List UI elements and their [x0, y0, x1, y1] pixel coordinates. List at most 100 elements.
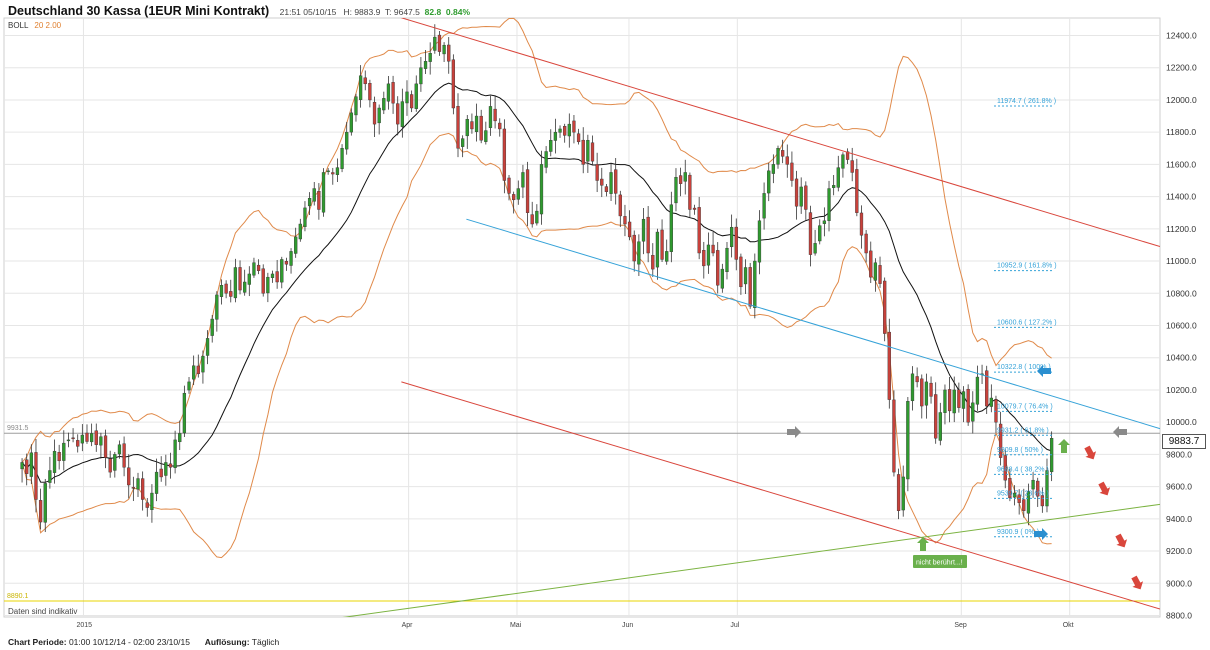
candle — [934, 382, 938, 444]
candle-body — [516, 188, 520, 200]
candle — [864, 230, 868, 263]
candle-body — [985, 370, 989, 407]
timestamp: 21:51 05/10/15 — [279, 7, 337, 17]
candle-body — [498, 122, 502, 130]
candle — [154, 458, 159, 502]
candle-body — [748, 267, 752, 307]
candle-body — [456, 105, 460, 149]
candle — [275, 259, 279, 289]
candle — [43, 478, 47, 533]
candle-body — [665, 251, 669, 262]
candle-body — [966, 388, 970, 423]
candle — [261, 264, 265, 297]
fib-level-label: 9539.7 ( 23.6% ) — [997, 490, 1049, 497]
candle — [164, 454, 168, 486]
candle — [433, 24, 437, 54]
candle — [85, 424, 89, 444]
candle-body — [122, 443, 126, 468]
candle-body — [678, 175, 683, 184]
high-value: H: 9883.9 — [343, 7, 381, 17]
candle — [405, 80, 409, 116]
trend-line — [401, 18, 1160, 248]
candle — [1040, 487, 1044, 513]
candle — [127, 454, 131, 499]
candle-body — [836, 167, 840, 188]
candle — [1045, 458, 1049, 513]
candle-body — [80, 434, 84, 444]
candle — [224, 280, 228, 299]
candle — [270, 270, 275, 283]
candle — [651, 243, 655, 277]
candle — [182, 385, 187, 437]
not-touched-callout: nicht berührt...! — [913, 555, 967, 568]
candle — [358, 65, 363, 108]
candle-body — [52, 450, 57, 473]
candle — [317, 183, 321, 220]
candle — [887, 318, 891, 409]
y-tick-label: 12400.0 — [1166, 31, 1197, 41]
candle — [567, 113, 571, 148]
candle-body — [1045, 470, 1049, 507]
candle — [34, 439, 38, 513]
candle-body — [145, 502, 149, 508]
candle — [488, 95, 493, 136]
candle — [215, 291, 219, 332]
bollinger-lower-band — [21, 132, 1052, 559]
candle-body — [164, 462, 168, 476]
candle — [748, 262, 752, 309]
candle-body — [331, 172, 335, 175]
y-tick-label: 9000.0 — [1166, 578, 1192, 588]
candle-body — [873, 262, 878, 281]
candle-body — [641, 218, 646, 242]
candle-body — [915, 376, 919, 383]
candle-body — [409, 94, 414, 109]
trend-line — [342, 503, 1160, 617]
candle-body — [502, 128, 507, 181]
candle — [113, 451, 117, 478]
candle — [479, 109, 483, 144]
candle — [136, 472, 140, 498]
candle-body — [934, 394, 938, 439]
candle — [159, 456, 163, 482]
candle-body — [484, 130, 488, 142]
price-stats: 21:51 05/10/15 H: 9883.9 T: 9647.5 82.8 … — [280, 7, 470, 17]
candle-body — [294, 236, 298, 254]
candle-body — [883, 280, 887, 334]
candle — [553, 118, 558, 154]
candle-body — [878, 265, 882, 284]
candle-body — [623, 216, 627, 225]
candle-body — [692, 207, 697, 210]
candle-body — [716, 250, 720, 286]
candle — [196, 354, 200, 378]
x-tick-label: 2015 — [76, 622, 92, 629]
candle-body — [669, 204, 673, 252]
candle — [247, 266, 251, 297]
indicator-legend[interactable]: BOLL 20 2.00 — [8, 21, 61, 30]
not-touched-box — [913, 555, 967, 568]
candle-body — [266, 276, 270, 294]
candle-body — [382, 98, 386, 111]
candle-body — [739, 256, 743, 288]
candle — [660, 219, 664, 263]
candle — [442, 42, 446, 62]
candle — [623, 204, 627, 237]
candle — [971, 391, 975, 434]
reference-level-label: 9931.5 — [7, 425, 29, 432]
candle — [896, 468, 901, 520]
candle — [243, 269, 247, 296]
candle-body — [196, 365, 200, 375]
candle-body — [549, 140, 553, 152]
candle-body — [89, 433, 94, 443]
candle — [706, 232, 711, 274]
candle-body — [530, 214, 534, 225]
candle-body — [725, 247, 729, 273]
candle — [437, 31, 442, 56]
candle-body — [34, 452, 38, 500]
candle — [94, 423, 98, 452]
candle-body — [326, 170, 330, 173]
candle-body — [600, 178, 604, 186]
fib-level-label: 9300.9 ( 0% ) — [997, 529, 1039, 536]
candle — [516, 180, 520, 205]
candle — [256, 259, 261, 275]
